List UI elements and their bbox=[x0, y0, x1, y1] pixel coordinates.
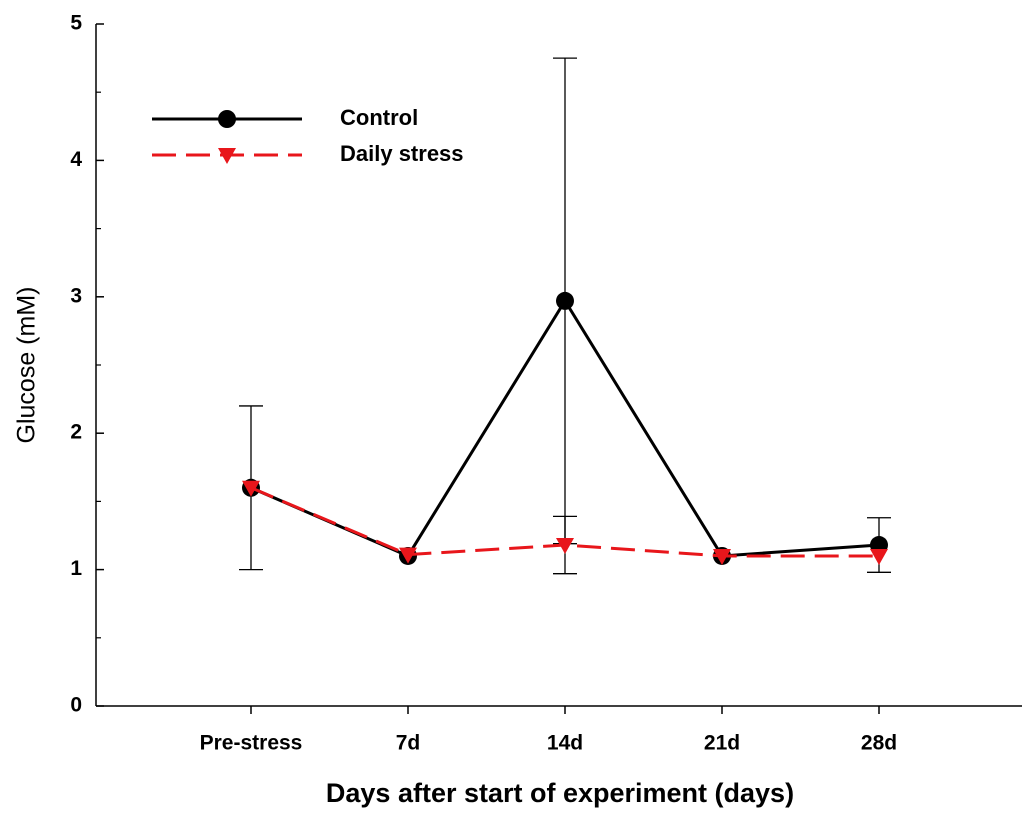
data-point bbox=[556, 291, 574, 310]
y-tick-label: 4 bbox=[70, 148, 82, 171]
legend-label: Control bbox=[340, 105, 418, 130]
y-tick-label: 1 bbox=[70, 557, 82, 580]
data-point bbox=[870, 548, 888, 565]
data-point bbox=[242, 480, 260, 497]
y-tick-label: 0 bbox=[70, 694, 82, 717]
data-point bbox=[713, 548, 731, 565]
y-tick-label: 2 bbox=[70, 421, 82, 444]
x-tick-label: 28d bbox=[861, 732, 897, 755]
x-axis-label: Days after start of experiment (days) bbox=[326, 778, 794, 808]
y-tick-label: 3 bbox=[70, 284, 82, 307]
legend-label: Daily stress bbox=[340, 141, 464, 166]
legend-marker bbox=[218, 110, 236, 128]
data-point bbox=[556, 538, 574, 555]
x-tick-label: Pre-stress bbox=[200, 732, 303, 755]
data-point bbox=[399, 547, 417, 564]
x-tick-label: 14d bbox=[547, 732, 583, 755]
y-tick-label: 5 bbox=[70, 12, 82, 35]
legend-marker bbox=[218, 148, 236, 164]
x-tick-label: 21d bbox=[704, 732, 740, 755]
x-tick-label: 7d bbox=[396, 732, 421, 755]
y-axis-label: Glucose (mM) bbox=[13, 287, 41, 444]
